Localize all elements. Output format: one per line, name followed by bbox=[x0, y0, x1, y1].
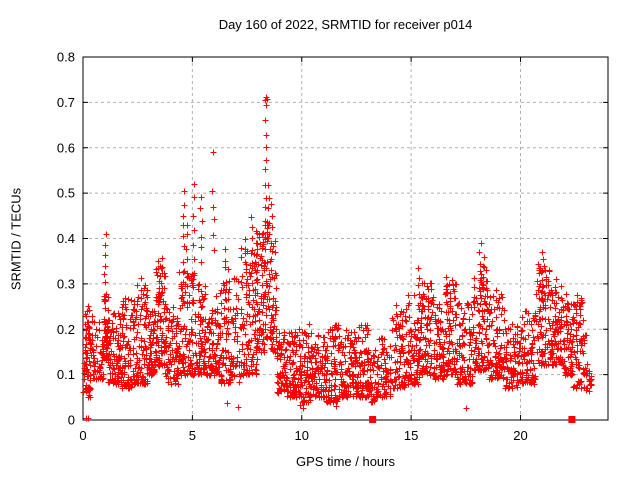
y-tick-label: 0.3 bbox=[57, 276, 75, 291]
chart-title: Day 160 of 2022, SRMTID for receiver p01… bbox=[218, 17, 473, 32]
x-axis-label: GPS time / hours bbox=[296, 454, 395, 469]
x-tick-label: 20 bbox=[513, 428, 527, 443]
y-tick-label: 0.7 bbox=[57, 95, 75, 110]
data-points bbox=[80, 94, 595, 422]
y-axis-label: SRMTID / TECUs bbox=[8, 187, 24, 291]
y-tick-label: 0 bbox=[68, 413, 75, 428]
y-tick-label: 0.4 bbox=[57, 231, 75, 246]
y-tick-label: 0.2 bbox=[57, 322, 75, 337]
x-tick-label: 5 bbox=[189, 428, 196, 443]
x-tick-label: 15 bbox=[404, 428, 418, 443]
zero-value-square-marker bbox=[369, 416, 377, 423]
y-tick-label: 0.8 bbox=[57, 50, 75, 65]
zero-value-square-marker bbox=[568, 416, 576, 423]
y-tick-label: 0.1 bbox=[57, 367, 75, 382]
y-tick-label: 0.6 bbox=[57, 140, 75, 155]
y-tick-label: 0.5 bbox=[57, 186, 75, 201]
x-tick-label: 0 bbox=[79, 428, 86, 443]
x-tick-label: 10 bbox=[295, 428, 309, 443]
